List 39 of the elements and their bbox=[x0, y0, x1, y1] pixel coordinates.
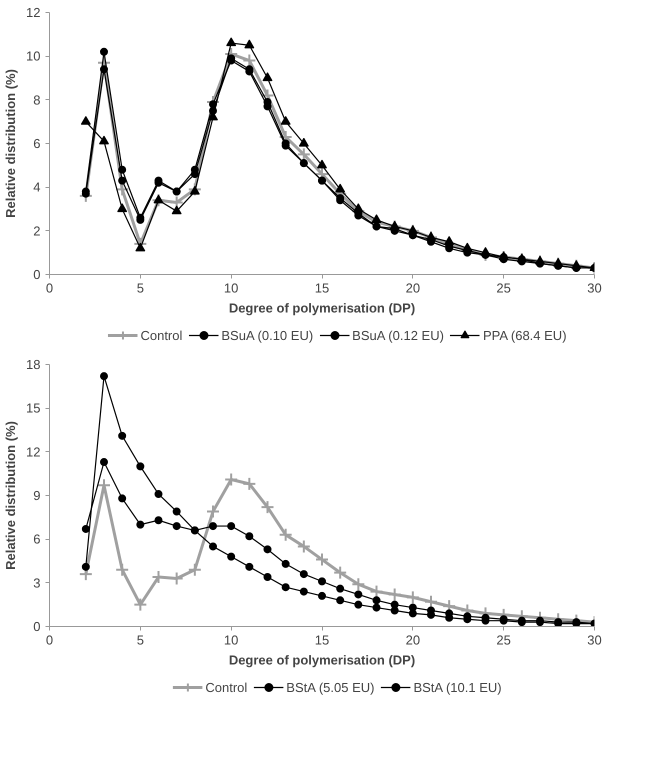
y-axis-title: Relative distribution (%) bbox=[3, 421, 18, 570]
x-tick-label: 5 bbox=[136, 280, 144, 296]
x-tick-label: 25 bbox=[496, 280, 511, 296]
legend-label: BSuA (0.10 EU) bbox=[221, 328, 314, 342]
y-tick-label: 4 bbox=[33, 180, 41, 195]
legend-label: BSuA (0.12 EU) bbox=[352, 328, 444, 342]
x-tick-label: 25 bbox=[496, 632, 511, 648]
x-tick-label: 5 bbox=[136, 632, 144, 648]
legend-label: Control bbox=[205, 680, 248, 694]
x-axis-title: Degree of polymerisation (DP) bbox=[228, 300, 416, 316]
legend-label: BStA (10.1 EU) bbox=[413, 680, 502, 694]
y-tick-label: 0 bbox=[33, 267, 41, 282]
x-tick-label: 10 bbox=[224, 280, 238, 296]
legend-label: PPA (68.4 EU) bbox=[482, 328, 567, 342]
y-tick-label: 3 bbox=[33, 575, 41, 590]
y-tick-label: 18 bbox=[26, 357, 41, 372]
y-tick-label: 2 bbox=[33, 223, 41, 238]
y-tick-label: 12 bbox=[26, 5, 41, 20]
x-tick-label: 15 bbox=[314, 632, 330, 648]
y-tick-label: 10 bbox=[26, 48, 41, 64]
legend-label: BStA (5.05 EU) bbox=[286, 680, 374, 694]
y-tick-label: 15 bbox=[26, 400, 41, 416]
x-axis-title: Degree of polymerisation (DP) bbox=[228, 652, 416, 668]
y-tick-label: 6 bbox=[33, 136, 41, 151]
x-tick-label: 20 bbox=[406, 280, 420, 296]
x-tick-label: 0 bbox=[46, 632, 54, 648]
x-tick-label: 30 bbox=[587, 632, 602, 648]
y-tick-label: 0 bbox=[33, 619, 41, 634]
legend-label: Control bbox=[140, 328, 182, 342]
y-tick-label: 12 bbox=[26, 444, 41, 460]
x-tick-label: 30 bbox=[587, 280, 602, 296]
y-axis-title: Relative distribution (%) bbox=[3, 69, 18, 218]
x-tick-label: 15 bbox=[314, 280, 330, 296]
y-tick-label: 9 bbox=[33, 488, 41, 503]
x-tick-label: 0 bbox=[46, 280, 54, 296]
y-tick-label: 6 bbox=[33, 532, 41, 547]
y-tick-label: 8 bbox=[33, 92, 41, 108]
x-tick-label: 20 bbox=[406, 632, 420, 648]
x-tick-label: 10 bbox=[224, 632, 238, 648]
